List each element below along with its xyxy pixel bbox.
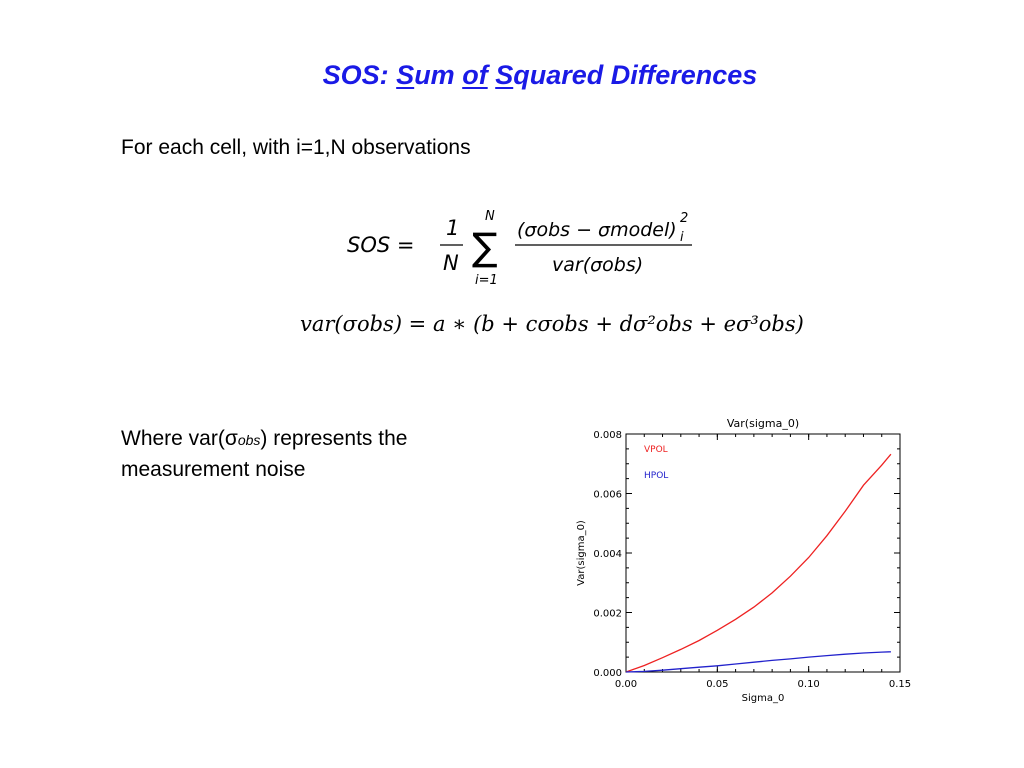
chart-lines: VPOL HPOL	[625, 445, 892, 673]
noise-note: Where var(σobs) represents the measureme…	[121, 424, 407, 485]
x-tick-label: 0.05	[706, 679, 728, 690]
y-tick-label: 0.006	[593, 490, 622, 501]
chart-title: Var(sigma_0)	[727, 417, 799, 430]
noise-note-sub: obs	[237, 432, 261, 448]
y-tick-label: 0.008	[593, 430, 622, 441]
variance-equation: var(σobs) = a ∗ (b + cσobs + dσ²obs + eσ…	[300, 312, 804, 336]
x-axis-label: Sigma_0	[742, 693, 785, 704]
series-line-vpol	[625, 453, 892, 673]
legend-vpol: VPOL	[644, 445, 668, 455]
y-tick-label: 0.002	[593, 609, 622, 620]
sos-frac-num: 1	[446, 216, 459, 240]
sum-lower: i=1	[475, 273, 498, 288]
noise-note-line2: measurement noise	[121, 458, 306, 481]
legend-hpol: HPOL	[644, 471, 668, 481]
series-line-hpol	[625, 651, 891, 673]
y-axis-label: Var(sigma_0)	[576, 520, 587, 586]
sos-frac-den: N	[443, 251, 459, 275]
variance-chart: Var(sigma_0) 0.00 0.05 0.10 0.150.0000.0020…	[576, 417, 911, 704]
sos-denominator: var(σobs)	[552, 254, 643, 276]
sum-symbol: ∑	[472, 225, 498, 269]
intro-text: For each cell, with i=1,N observations	[121, 136, 471, 159]
slide-title: SOS: Sum of Squared Differences	[322, 60, 758, 90]
noise-note-part2: ) represents the	[260, 427, 408, 450]
numerator-sub: i	[680, 230, 684, 245]
x-tick-label: 0.15	[889, 679, 911, 690]
sos-equation: SOS = 1 N N ∑ i=1 (σobs − σmodel) 2 i va…	[347, 209, 692, 288]
y-tick-label: 0.000	[593, 668, 622, 679]
x-tick-label: 0.00	[615, 679, 637, 690]
y-tick-label: 0.004	[593, 549, 622, 560]
plot-frame	[625, 433, 901, 673]
sos-lhs: SOS =	[347, 233, 414, 257]
chart-ticks: 0.00 0.05 0.10 0.15 0.000 0.002 0.004 0.006 0.00…	[593, 430, 911, 690]
sos-numerator: (σobs − σmodel)	[517, 219, 677, 241]
numerator-sup: 2	[680, 211, 688, 226]
noise-note-part1: Where var(σ	[121, 427, 238, 450]
sum-upper: N	[485, 209, 495, 224]
x-tick-label: 0.10	[798, 679, 820, 690]
